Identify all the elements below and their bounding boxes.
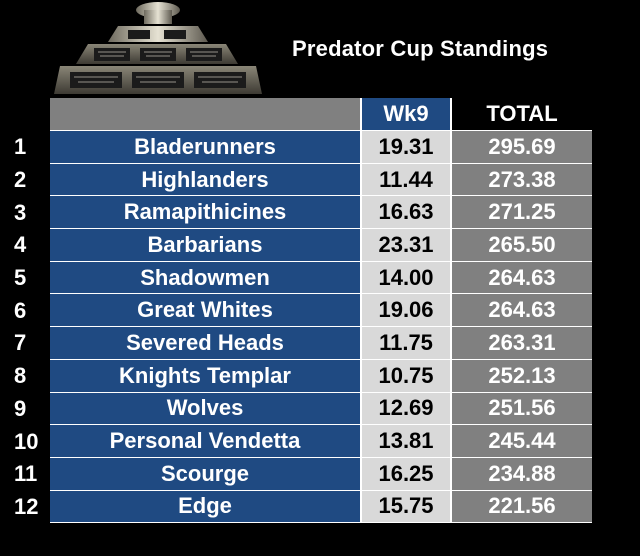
team-cell: Knights Templar [50,359,362,393]
total-score-cell: 251.56 [452,392,592,426]
table-row: 1 Bladerunners 19.31 295.69 [12,131,594,164]
team-cell: Severed Heads [50,327,362,360]
rank-cell: 8 [14,363,27,389]
week-score-cell: 12.69 [362,392,452,426]
rank-cell: 1 [14,134,27,160]
week-score-cell: 19.06 [362,294,452,328]
table-row: 2 Highlanders 11.44 273.38 [12,163,594,197]
page-title: Predator Cup Standings [292,36,549,61]
rank-cell: 11 [14,461,38,487]
total-score-cell: 264.63 [452,294,592,328]
week-score-cell: 16.25 [362,457,452,491]
rank-cell: 12 [14,493,39,519]
table-row: 8 Knights Templar 10.75 252.13 [12,359,594,393]
rank-cell: 7 [14,330,27,356]
week-score-cell: 15.75 [362,490,452,524]
week-score-cell: 19.31 [362,131,452,164]
week-score-cell: 16.63 [362,196,452,230]
team-cell: Great Whites [50,294,362,328]
table-row: 12 Edge 15.75 221.56 [12,490,594,524]
table-row: 6 Great Whites 19.06 264.63 [12,294,594,328]
team-cell: Ramapithicines [50,196,362,230]
team-cell: Personal Vendetta [50,425,362,458]
total-score-cell: 265.50 [452,229,592,262]
total-score-cell: 273.38 [452,163,592,197]
team-cell: Scourge [50,457,362,491]
rank-cell: 2 [14,167,27,193]
week-score-cell: 10.75 [362,359,452,393]
total-score-cell: 295.69 [452,131,592,164]
rank-cell: 4 [14,232,27,258]
total-score-cell: 245.44 [452,425,592,458]
header-week-cell: Wk9 [362,98,452,131]
table-row: 10 Personal Vendetta 13.81 245.44 [12,425,594,458]
table-row: 3 Ramapithicines 16.63 271.25 [12,196,594,230]
team-cell: Shadowmen [50,261,362,295]
rank-cell: 6 [14,297,27,323]
week-score-cell: 11.75 [362,327,452,360]
total-score-cell: 221.56 [452,490,592,524]
team-cell: Bladerunners [50,131,362,164]
table-header-row: Wk9 TOTAL [12,98,594,131]
total-score-cell: 252.13 [452,359,592,393]
header-total-cell: TOTAL [452,98,592,131]
total-score-cell: 263.31 [452,327,592,360]
week-score-cell: 13.81 [362,425,452,458]
table-row: 9 Wolves 12.69 251.56 [12,392,594,426]
week-score-cell: 14.00 [362,261,452,295]
week-score-cell: 23.31 [362,229,452,262]
standings-table: Wk9 TOTAL 1 Bladerunners 19.31 295.69 2 … [12,98,594,524]
rank-cell: 3 [14,199,27,225]
team-cell: Highlanders [50,163,362,197]
total-score-cell: 264.63 [452,261,592,295]
table-row: 7 Severed Heads 11.75 263.31 [12,327,594,360]
header-team-cell [50,98,362,131]
trophy-icon [48,0,270,98]
week-score-cell: 11.44 [362,163,452,197]
team-cell: Wolves [50,392,362,426]
total-score-cell: 234.88 [452,457,592,491]
table-row: 4 Barbarians 23.31 265.50 [12,229,594,262]
table-row: 5 Shadowmen 14.00 264.63 [12,261,594,295]
rank-cell: 5 [14,265,27,291]
table-row: 11 Scourge 16.25 234.88 [12,457,594,491]
rank-cell: 10 [14,428,39,454]
team-cell: Edge [50,490,362,524]
total-score-cell: 271.25 [452,196,592,230]
header-rank-cell [12,98,50,131]
rank-cell: 9 [14,395,27,421]
team-cell: Barbarians [50,229,362,262]
